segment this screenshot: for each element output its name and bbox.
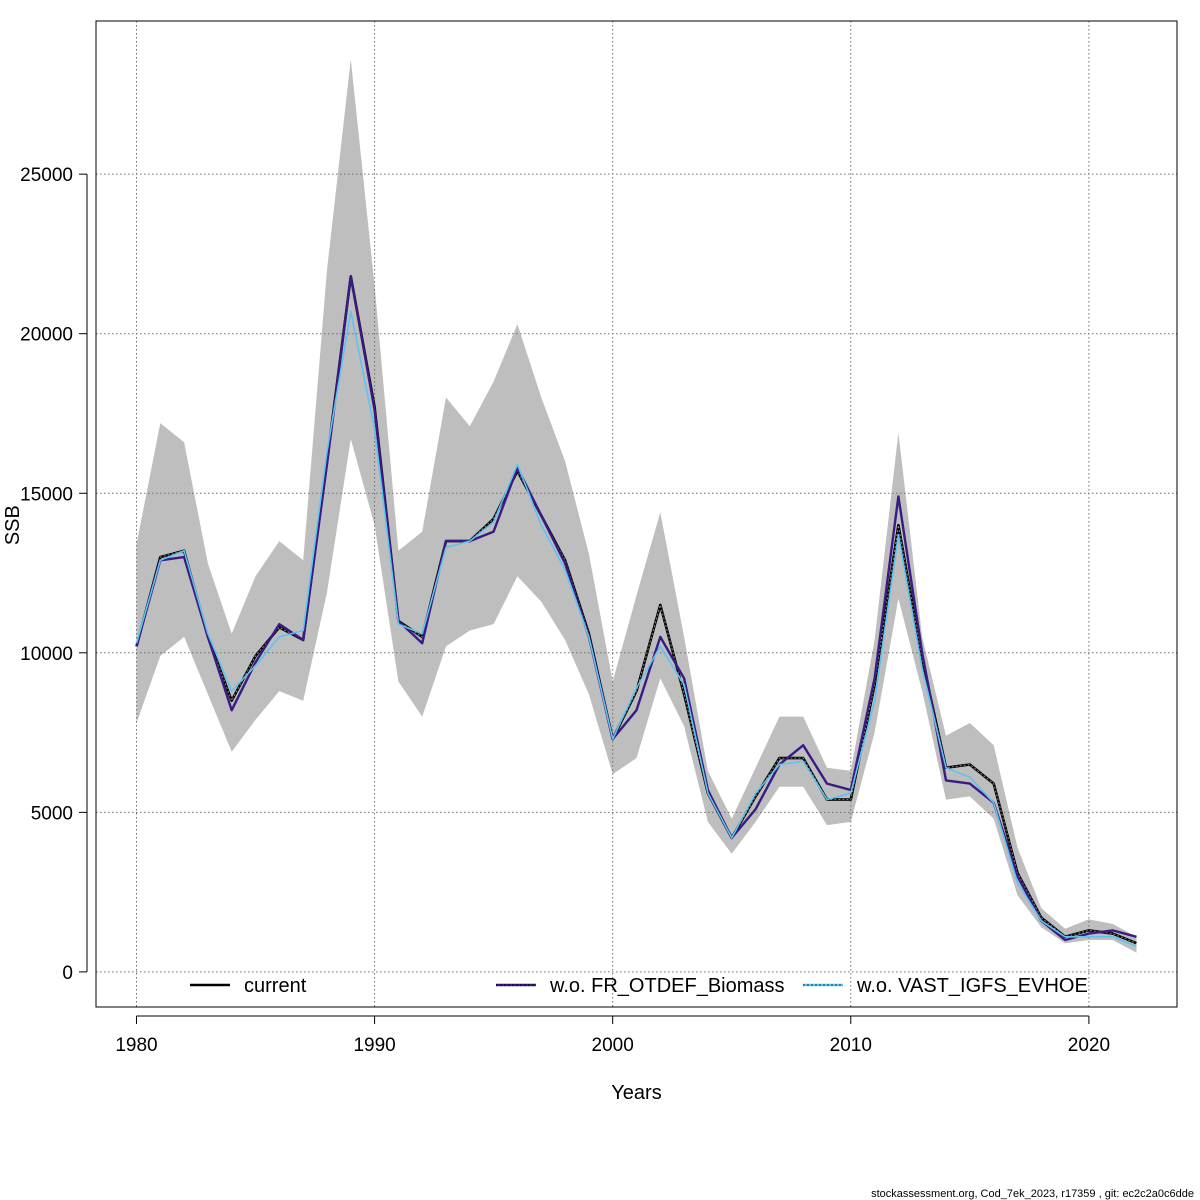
series-line-2 — [135, 275, 1137, 942]
series-line-3 — [135, 310, 1137, 948]
legend-label-3: w.o. VAST_IGFS_EVHOE — [856, 975, 1088, 997]
y-tick-label: 10000 — [20, 644, 73, 665]
x-tick-label: 1980 — [115, 1035, 157, 1056]
y-tick-label: 5000 — [31, 803, 73, 824]
legend: current w.o. FR_OTDEF_Biomass w.o. VAST_IG… — [190, 975, 1088, 997]
confidence-band-layer — [136, 59, 1137, 953]
x-tick-label: 2020 — [1068, 1035, 1110, 1056]
confidence-band — [136, 59, 1137, 953]
x-tick-label: 2000 — [592, 1035, 634, 1056]
series-layer — [135, 274, 1137, 948]
y-axis: 0 5000 10000 15000 20000 25000 — [20, 165, 88, 984]
y-tick-label: 25000 — [20, 165, 73, 186]
legend-label-2: w.o. FR_OTDEF_Biomass — [549, 975, 785, 997]
x-axis-title: Years — [611, 1082, 661, 1104]
x-tick-label: 1990 — [353, 1035, 395, 1056]
y-axis-title: SSB — [2, 505, 24, 545]
y-tick-label: 0 — [62, 963, 73, 984]
x-tick-label: 2010 — [830, 1035, 872, 1056]
legend-label-1: current — [244, 975, 307, 997]
x-axis: 1980 1990 2000 2010 2020 — [115, 1015, 1110, 1056]
plot-frame — [95, 20, 1178, 1008]
y-tick-label: 15000 — [20, 484, 73, 505]
y-tick-label: 20000 — [20, 325, 73, 346]
footer-credit: stockassessment.org, Cod_7ek_2023, r1735… — [871, 1188, 1194, 1200]
